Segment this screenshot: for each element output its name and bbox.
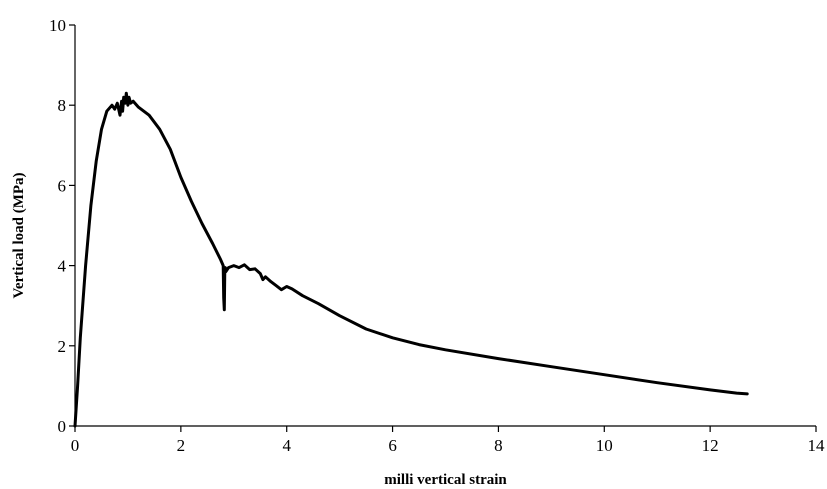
y-tick-label: 0 <box>58 417 67 436</box>
x-tick-label: 2 <box>177 436 186 455</box>
x-axis-title: milli vertical strain <box>384 472 507 488</box>
y-tick-label: 4 <box>58 257 67 276</box>
y-tick-label: 10 <box>49 16 66 35</box>
y-tick-label: 8 <box>58 96 67 115</box>
x-tick-label: 14 <box>808 436 826 455</box>
x-tick-label: 10 <box>596 436 613 455</box>
x-tick-label: 0 <box>71 436 80 455</box>
x-tick-label: 8 <box>494 436 503 455</box>
series-line <box>73 91 749 428</box>
x-tick-label: 4 <box>282 436 291 455</box>
y-tick-label: 2 <box>58 337 67 356</box>
y-axis-ticks: 0 2 4 6 8 10 <box>49 16 75 436</box>
x-tick-label: 12 <box>702 436 719 455</box>
x-tick-label: 6 <box>388 436 397 455</box>
y-tick-label: 6 <box>58 176 67 195</box>
y-axis-title: Vertical load (MPa) <box>11 172 27 298</box>
x-axis-ticks: 0 2 4 6 8 10 12 14 <box>71 426 825 455</box>
